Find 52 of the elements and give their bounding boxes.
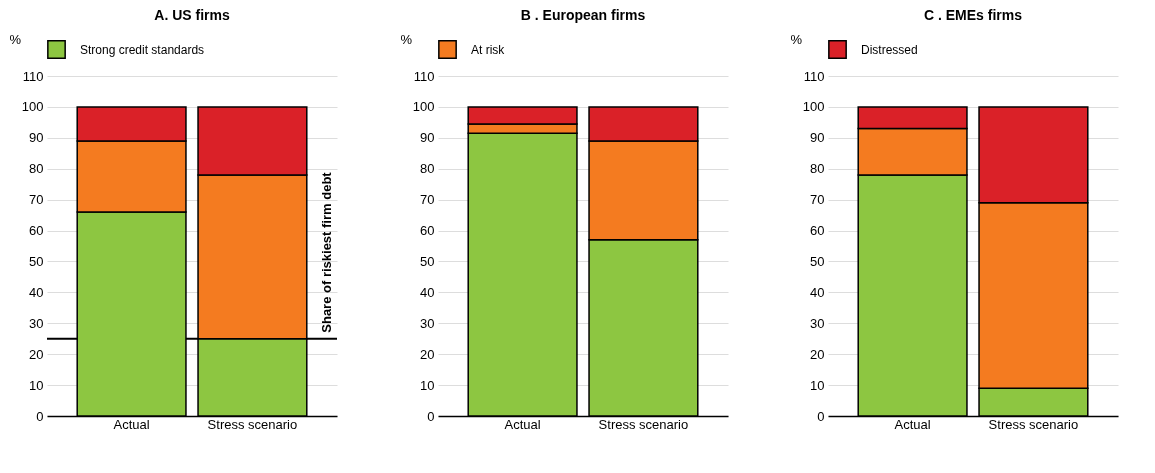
- y-tick-label: 90: [810, 130, 825, 146]
- y-tick-label: 70: [29, 192, 44, 208]
- y-tick-label: 20: [29, 346, 44, 362]
- y-tick-label: 100: [21, 99, 44, 115]
- x-tick-label: Actual: [894, 416, 931, 432]
- ref-line-label: Share of riskiest firm debt: [319, 171, 334, 333]
- y-tick-label: 80: [810, 161, 825, 177]
- chart-title: B . European firms: [520, 7, 646, 23]
- x-tick-label: Actual: [113, 416, 150, 432]
- y-tick-label: 80: [420, 161, 435, 177]
- y-tick-label: 40: [29, 284, 44, 300]
- x-tick-label: Stress scenario: [207, 416, 298, 432]
- y-tick-label: 40: [420, 284, 435, 300]
- y-tick-label: 50: [810, 253, 825, 269]
- y-tick-label: 40: [810, 284, 825, 300]
- y-tick-label: 100: [802, 99, 825, 115]
- y-tick-label: 110: [413, 68, 435, 84]
- y-tick-label: 0: [817, 408, 825, 424]
- y-tick-label: 20: [810, 346, 825, 362]
- y-tick-label: 60: [420, 223, 435, 239]
- y-tick-label: 10: [29, 377, 44, 393]
- chart-title: A. US firms: [154, 7, 230, 23]
- legend-label: At risk: [471, 42, 506, 57]
- y-axis-title: %: [790, 31, 803, 47]
- y-tick-label: 30: [810, 315, 825, 331]
- y-tick-label: 60: [29, 223, 44, 239]
- y-tick-label: 110: [22, 68, 44, 84]
- legend-label: Distressed: [861, 42, 918, 57]
- y-axis-title: %: [9, 31, 22, 47]
- y-tick-label: 0: [36, 408, 44, 424]
- legend-label: Strong credit standards: [80, 42, 205, 57]
- chart-title: C . EMEs firms: [923, 7, 1023, 23]
- y-tick-label: 50: [420, 253, 435, 269]
- y-tick-label: 30: [29, 315, 44, 331]
- y-tick-label: 80: [29, 161, 44, 177]
- y-tick-label: 70: [420, 192, 435, 208]
- y-axis-title: %: [400, 31, 413, 47]
- x-tick-label: Stress scenario: [988, 416, 1079, 432]
- y-tick-label: 110: [803, 68, 825, 84]
- y-tick-label: 50: [29, 253, 44, 269]
- y-tick-label: 60: [810, 223, 825, 239]
- y-tick-label: 20: [420, 346, 435, 362]
- y-tick-label: 10: [420, 377, 435, 393]
- y-tick-label: 0: [427, 408, 435, 424]
- y-tick-label: 90: [29, 130, 44, 146]
- x-tick-label: Stress scenario: [598, 416, 689, 432]
- y-tick-label: 100: [412, 99, 435, 115]
- y-tick-label: 70: [810, 192, 825, 208]
- x-tick-label: Actual: [504, 416, 541, 432]
- y-tick-label: 90: [420, 130, 435, 146]
- y-tick-label: 10: [810, 377, 825, 393]
- y-tick-label: 30: [420, 315, 435, 331]
